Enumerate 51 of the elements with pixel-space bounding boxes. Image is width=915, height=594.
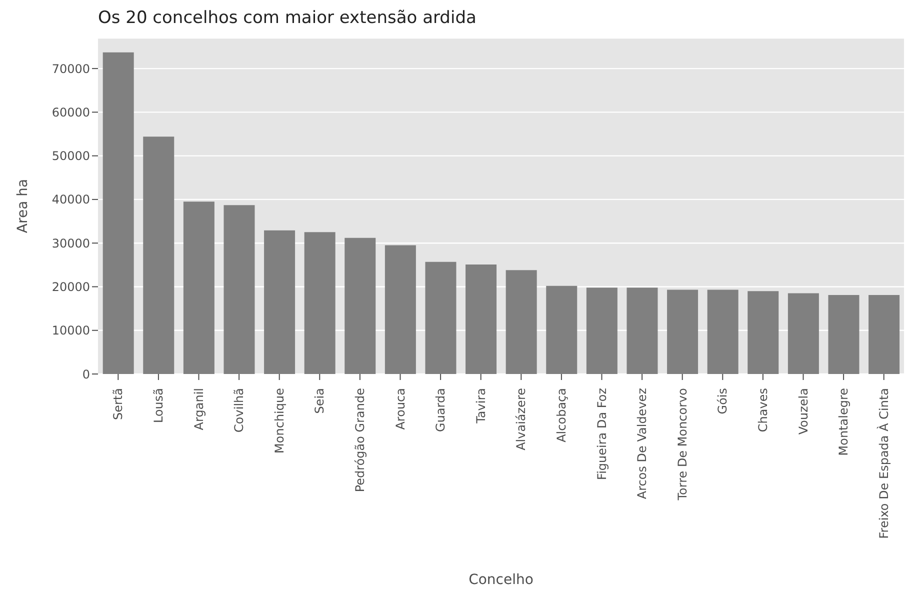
y-tick-label: 10000 — [52, 324, 90, 338]
x-tick-label: Lousã — [151, 388, 166, 424]
bar — [183, 202, 214, 374]
y-tick-label: 30000 — [52, 236, 90, 250]
x-tick-label: Arganil — [192, 388, 206, 430]
bar — [707, 290, 738, 374]
x-tick-label: Torre De Moncorvo — [675, 388, 690, 502]
bar — [828, 295, 860, 374]
y-axis-title: Area ha — [14, 178, 31, 234]
bar — [667, 290, 698, 374]
bar — [425, 262, 456, 374]
y-tick-label: 60000 — [52, 105, 90, 120]
bar — [344, 238, 376, 374]
bar — [466, 264, 497, 374]
x-tick-label: Alcobaça — [554, 388, 568, 442]
x-tick-label: Sertã — [111, 388, 126, 420]
bar — [264, 230, 296, 374]
bar — [748, 291, 779, 374]
x-tick-label: Arcos De Valdevez — [635, 388, 650, 500]
bar — [586, 288, 618, 374]
bar — [304, 232, 336, 374]
x-tick-label: Vouzela — [796, 388, 810, 435]
bar — [868, 295, 900, 374]
x-tick-label: Alvaiázere — [514, 388, 528, 450]
x-tick-label: Guarda — [434, 388, 448, 432]
bar — [102, 52, 134, 374]
x-tick-label: Arouca — [393, 388, 408, 430]
bar — [626, 288, 658, 374]
y-tick-label: 0 — [82, 367, 90, 382]
x-tick-label: Figueira Da Foz — [594, 388, 609, 480]
x-tick-label: Chaves — [756, 388, 770, 432]
bar — [546, 286, 578, 374]
x-axis-title: Concelho — [468, 572, 534, 588]
x-tick-label: Covilhã — [232, 388, 246, 432]
bar — [143, 136, 174, 374]
x-tick-label: Montalegre — [836, 388, 851, 456]
bar — [224, 205, 255, 374]
y-tick-label: 70000 — [52, 62, 90, 76]
y-tick-label: 40000 — [52, 192, 90, 207]
x-tick-label: Pedrógão Grande — [352, 388, 367, 492]
x-tick-label: Góis — [716, 388, 730, 414]
y-tick-label: 20000 — [52, 280, 90, 294]
y-tick-label: 50000 — [52, 149, 90, 164]
bar — [384, 245, 416, 374]
bar — [788, 293, 819, 374]
chart-title: Os 20 concelhos com maior extensão ardida — [98, 8, 478, 30]
x-tick-label: Tavira — [474, 388, 488, 424]
x-tick-label: Freixo De Espada À Cinta — [876, 388, 891, 539]
x-tick-label: Seia — [312, 388, 327, 414]
x-tick-label: Monchique — [272, 388, 286, 454]
bar — [506, 270, 537, 374]
